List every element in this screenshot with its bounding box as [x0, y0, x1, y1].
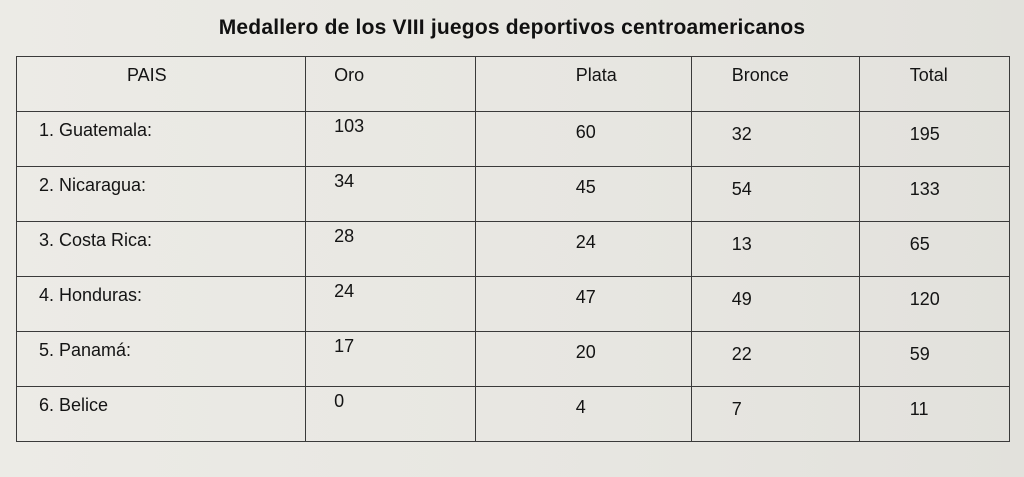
country-name: 5. Panamá: [39, 340, 132, 360]
cell-total: 195 [858, 111, 1011, 167]
cell-oro: 0 [305, 386, 476, 442]
cell-plata: 60 [474, 111, 692, 167]
header-plata-label: Plata [575, 65, 617, 85]
total-count: 120 [909, 289, 940, 309]
cell-total: 133 [858, 166, 1011, 222]
total-count: 65 [909, 234, 930, 254]
cell-pais: 2. Nicaragua: [15, 166, 307, 222]
cell-bronce: 13 [690, 221, 860, 277]
medal-table: PAIS Oro Plata Bronce Total 1. Guatemala… [15, 56, 1011, 442]
table-row: 3. Costa Rica: 28 24 13 65 [15, 221, 1011, 277]
cell-plata: 47 [474, 276, 692, 332]
silver-count: 24 [575, 232, 596, 252]
silver-count: 45 [575, 177, 596, 197]
header-plata: Plata [474, 56, 692, 112]
header-bronce: Bronce [690, 56, 860, 112]
cell-pais: 6. Belice [15, 386, 307, 442]
cell-pais: 3. Costa Rica: [15, 221, 307, 277]
cell-total: 120 [858, 276, 1011, 332]
header-oro-label: Oro [334, 65, 365, 85]
cell-oro: 28 [305, 221, 476, 277]
cell-total: 59 [858, 331, 1011, 387]
cell-bronce: 54 [690, 166, 860, 222]
gold-count: 0 [334, 391, 345, 411]
cell-oro: 34 [305, 166, 476, 222]
table-row: 1. Guatemala: 103 60 32 195 [15, 111, 1011, 167]
cell-pais: 1. Guatemala: [15, 111, 307, 167]
bronze-count: 7 [731, 399, 742, 419]
cell-total: 65 [858, 221, 1011, 277]
table-row: 2. Nicaragua: 34 45 54 133 [15, 166, 1011, 222]
cell-total: 11 [858, 386, 1011, 442]
country-name: 6. Belice [39, 395, 109, 415]
cell-oro: 103 [305, 111, 476, 167]
cell-plata: 45 [474, 166, 692, 222]
cell-bronce: 49 [690, 276, 860, 332]
table-row: 4. Honduras: 24 47 49 120 [15, 276, 1011, 332]
cell-oro: 17 [305, 331, 476, 387]
total-count: 195 [909, 124, 940, 144]
gold-count: 28 [334, 226, 355, 246]
country-name: 3. Costa Rica: [39, 230, 153, 250]
cell-oro: 24 [305, 276, 476, 332]
cell-pais: 5. Panamá: [15, 331, 307, 387]
header-pais-label: PAIS [127, 65, 167, 85]
header-total-label: Total [909, 65, 948, 85]
cell-pais: 4. Honduras: [15, 276, 307, 332]
country-name: 1. Guatemala: [39, 120, 153, 140]
gold-count: 17 [334, 336, 355, 356]
total-count: 11 [909, 399, 929, 419]
total-count: 133 [909, 179, 940, 199]
page-title: Medallero de los VIII juegos deportivos … [218, 16, 806, 39]
cell-bronce: 22 [690, 331, 860, 387]
header-oro: Oro [305, 56, 476, 112]
header-bronce-label: Bronce [731, 65, 789, 85]
silver-count: 4 [575, 397, 586, 417]
country-name: 4. Honduras: [39, 285, 143, 305]
table-row: 6. Belice 0 4 7 11 [15, 386, 1011, 442]
bronze-count: 13 [731, 234, 752, 254]
country-name: 2. Nicaragua: [39, 175, 147, 195]
bronze-count: 22 [731, 344, 752, 364]
silver-count: 60 [575, 122, 596, 142]
cell-plata: 24 [474, 221, 692, 277]
header-total: Total [858, 56, 1011, 112]
total-count: 59 [909, 344, 930, 364]
cell-bronce: 32 [690, 111, 860, 167]
cell-plata: 4 [474, 386, 692, 442]
gold-count: 103 [334, 116, 365, 136]
cell-bronce: 7 [690, 386, 860, 442]
header-pais: PAIS [15, 56, 307, 112]
bronze-count: 54 [731, 179, 752, 199]
table-row: 5. Panamá: 17 20 22 59 [15, 331, 1011, 387]
gold-count: 24 [334, 281, 355, 301]
table-header-row: PAIS Oro Plata Bronce Total [15, 56, 1011, 112]
bronze-count: 49 [731, 289, 752, 309]
bronze-count: 32 [731, 124, 752, 144]
cell-plata: 20 [474, 331, 692, 387]
gold-count: 34 [334, 171, 355, 191]
silver-count: 47 [575, 287, 596, 307]
silver-count: 20 [575, 342, 596, 362]
